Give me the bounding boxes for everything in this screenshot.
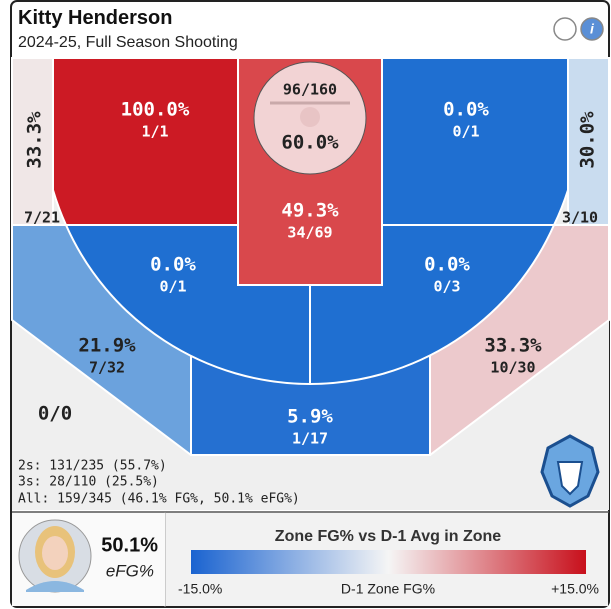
left-corner-zone xyxy=(11,57,54,226)
subtitle: 2024-25, Full Season Shooting xyxy=(18,34,238,51)
player-photo xyxy=(18,519,92,593)
zone-shots: 3/10 xyxy=(562,209,598,227)
zone-pct: 21.9% xyxy=(78,335,136,357)
zone-shots: 1/17 xyxy=(292,430,328,448)
rim xyxy=(300,107,320,127)
toggle-icon[interactable] xyxy=(553,17,577,41)
color-bar xyxy=(191,550,586,574)
right-upper-zone xyxy=(381,57,569,226)
zone-shots: 1/1 xyxy=(141,123,168,141)
info-glyph: i xyxy=(590,21,595,37)
court: 100.0% 1/1 33.3% 7/21 30.0% 3/10 60.0% 9… xyxy=(11,57,610,510)
zone-shots: 10/30 xyxy=(490,359,535,377)
zone-pct: 60.0% xyxy=(281,132,339,154)
zone-shots: 0/3 xyxy=(433,278,460,296)
legend-title: Zone FG% vs D-1 Avg in Zone xyxy=(275,528,501,545)
zone-shots: 0/0 xyxy=(38,403,72,425)
team-logo xyxy=(540,434,600,508)
summary-line: 2s: 131/235 (55.7%) xyxy=(18,459,167,474)
player-name: Kitty Henderson xyxy=(18,7,172,29)
zone-pct: 5.9% xyxy=(287,406,333,428)
summary-line: All: 159/345 (46.1% FG%, 50.1% eFG%) xyxy=(18,492,300,507)
legend-max: +15.0% xyxy=(551,581,599,597)
zone-shots: 34/69 xyxy=(287,224,332,242)
zone-pct: 0.0% xyxy=(424,254,470,276)
zone-shots: 0/1 xyxy=(452,123,479,141)
zone-pct: 100.0% xyxy=(121,99,190,121)
zone-shots: 96/160 xyxy=(283,81,337,99)
efg-value: 50.1% xyxy=(101,534,158,556)
efg-label: eFG% xyxy=(106,561,154,580)
left-upper-zone xyxy=(52,57,239,226)
zone-pct: 0.0% xyxy=(150,254,196,276)
zone-pct: 33.3% xyxy=(484,335,542,357)
zone-pct: 30.0% xyxy=(577,111,599,169)
info-icon[interactable] xyxy=(580,17,604,41)
summary-line: 3s: 28/110 (25.5%) xyxy=(18,475,159,490)
legend-mid: D-1 Zone FG% xyxy=(341,581,435,597)
zone-pct: 33.3% xyxy=(24,111,46,169)
zone-pct: 49.3% xyxy=(281,200,339,222)
zone-shots: 7/21 xyxy=(24,209,60,227)
legend-min: -15.0% xyxy=(178,581,222,597)
zone-pct: 0.0% xyxy=(443,99,489,121)
zone-shots: 0/1 xyxy=(159,278,186,296)
zone-shots: 7/32 xyxy=(89,359,125,377)
